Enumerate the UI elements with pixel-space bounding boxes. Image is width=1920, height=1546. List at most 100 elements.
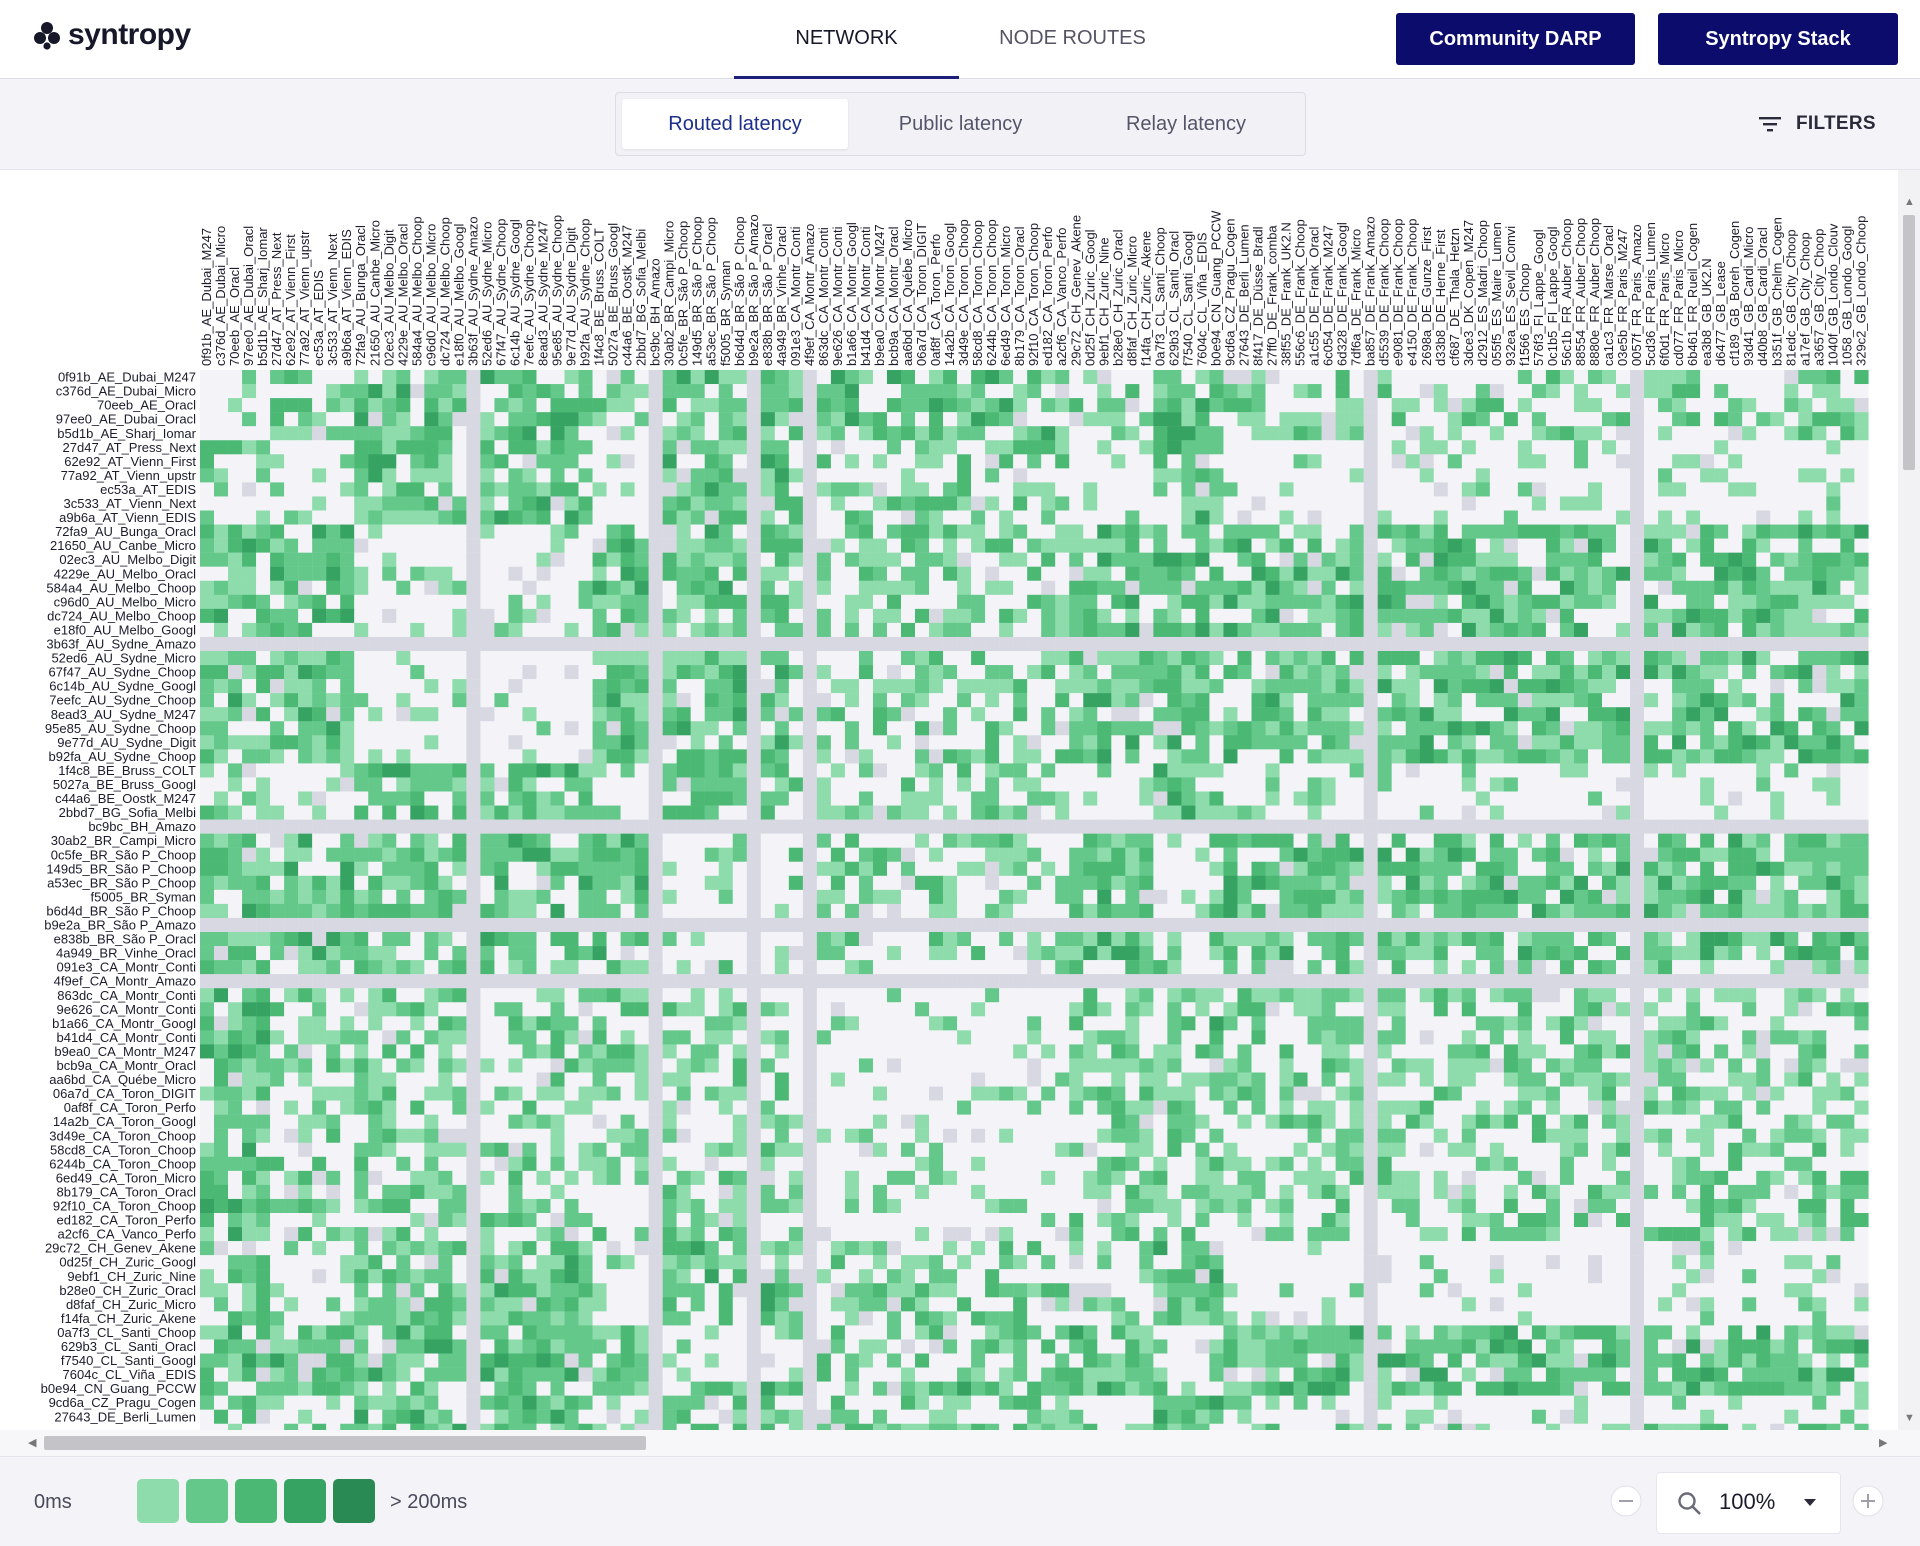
heatmap-cell[interactable] — [985, 917, 1000, 933]
heatmap-cell[interactable] — [1812, 552, 1827, 567]
heatmap-cell[interactable] — [1461, 932, 1477, 947]
heatmap-cell[interactable] — [1223, 833, 1238, 848]
heatmap-cell[interactable] — [1559, 777, 1575, 792]
heatmap-cell[interactable] — [1840, 749, 1855, 764]
heatmap-cell[interactable] — [340, 412, 355, 427]
heatmap-cell[interactable] — [298, 847, 313, 862]
heatmap-cell[interactable] — [844, 819, 860, 834]
heatmap-cell[interactable] — [760, 861, 776, 876]
heatmap-cell[interactable] — [592, 946, 607, 961]
heatmap-cell[interactable] — [1223, 805, 1238, 820]
heatmap-cell[interactable] — [1363, 763, 1378, 778]
heatmap-cell[interactable] — [816, 679, 832, 694]
heatmap-cell[interactable] — [438, 482, 453, 497]
heatmap-cell[interactable] — [1461, 749, 1477, 764]
heatmap-cell[interactable] — [1223, 636, 1238, 652]
heatmap-cell[interactable] — [915, 412, 930, 427]
heatmap-cell[interactable] — [1083, 889, 1098, 905]
heatmap-cell[interactable] — [564, 735, 579, 750]
heatmap-cell[interactable] — [1433, 946, 1448, 961]
heatmap-cell[interactable] — [1251, 580, 1266, 595]
heatmap-cell[interactable] — [270, 932, 285, 947]
heatmap-cell[interactable] — [1209, 932, 1224, 947]
heatmap-cell[interactable] — [634, 524, 649, 539]
heatmap-cell[interactable] — [1742, 426, 1757, 441]
heatmap-cell[interactable] — [1027, 932, 1042, 947]
heatmap-cell[interactable] — [774, 594, 790, 610]
heatmap-cell[interactable] — [1209, 679, 1224, 694]
heatmap-cell[interactable] — [494, 932, 509, 947]
heatmap-cell[interactable] — [1251, 932, 1266, 947]
heatmap-cell[interactable] — [858, 665, 874, 680]
heatmap-cell[interactable] — [410, 679, 425, 694]
heatmap-cell[interactable] — [1798, 903, 1813, 919]
heatmap-cell[interactable] — [971, 496, 986, 511]
heatmap-cell[interactable] — [284, 875, 299, 891]
heatmap-cell[interactable] — [550, 622, 565, 638]
heatmap-cell[interactable] — [1419, 524, 1434, 539]
heatmap-cell[interactable] — [858, 932, 874, 947]
heatmap-cell[interactable] — [536, 693, 551, 708]
heatmap-cell[interactable] — [1686, 917, 1701, 933]
heatmap-cell[interactable] — [943, 454, 958, 469]
heatmap-cell[interactable] — [1714, 749, 1729, 764]
heatmap-cell[interactable] — [1826, 566, 1841, 581]
heatmap-cell[interactable] — [1573, 946, 1589, 961]
heatmap-cell[interactable] — [802, 594, 818, 610]
heatmap-cell[interactable] — [1602, 861, 1617, 876]
heatmap-cell[interactable] — [1153, 917, 1168, 933]
heatmap-cell[interactable] — [1377, 496, 1392, 511]
heatmap-cell[interactable] — [466, 384, 481, 399]
heatmap-cell[interactable] — [1251, 482, 1266, 497]
heatmap-cell[interactable] — [1069, 791, 1084, 806]
heatmap-cell[interactable] — [788, 946, 804, 961]
heatmap-cell[interactable] — [1840, 693, 1855, 708]
heatmap-cell[interactable] — [536, 426, 551, 441]
heatmap-cell[interactable] — [480, 749, 495, 764]
heatmap-cell[interactable] — [256, 622, 271, 638]
heatmap-cell[interactable] — [1531, 735, 1547, 750]
heatmap-cell[interactable] — [1293, 636, 1308, 652]
heatmap-cell[interactable] — [368, 805, 383, 820]
heatmap-cell[interactable] — [1587, 510, 1603, 525]
heatmap-cell[interactable] — [1826, 538, 1841, 553]
heatmap-cell[interactable] — [957, 538, 972, 553]
heatmap-cell[interactable] — [676, 384, 691, 399]
heatmap-cell[interactable] — [1854, 763, 1869, 778]
heatmap-cell[interactable] — [943, 440, 958, 455]
heatmap-cell[interactable] — [1503, 622, 1519, 638]
heatmap-cell[interactable] — [676, 510, 691, 525]
heatmap-cell[interactable] — [1377, 735, 1392, 750]
heatmap-cell[interactable] — [256, 777, 271, 792]
heatmap-cell[interactable] — [1854, 622, 1869, 638]
heatmap-cell[interactable] — [1461, 524, 1477, 539]
heatmap-cell[interactable] — [312, 665, 327, 680]
heatmap-cell[interactable] — [270, 468, 285, 483]
heatmap-cell[interactable] — [872, 370, 888, 385]
heatmap-cell[interactable] — [1559, 566, 1575, 581]
heatmap-cell[interactable] — [368, 721, 383, 736]
heatmap-cell[interactable] — [522, 889, 537, 905]
heatmap-cell[interactable] — [536, 735, 551, 750]
heatmap-cell[interactable] — [340, 608, 355, 624]
heatmap-cell[interactable] — [270, 735, 285, 750]
heatmap-cell[interactable] — [1742, 763, 1757, 778]
heatmap-cell[interactable] — [1686, 763, 1701, 778]
heatmap-cell[interactable] — [1840, 580, 1855, 595]
heatmap-cell[interactable] — [1391, 889, 1406, 905]
heatmap-cell[interactable] — [718, 763, 733, 778]
heatmap-cell[interactable] — [536, 861, 551, 876]
heatmap-cell[interactable] — [1700, 889, 1715, 905]
heatmap-cell[interactable] — [1447, 805, 1462, 820]
heatmap-cell[interactable] — [971, 735, 986, 750]
heatmap-cell[interactable] — [1391, 412, 1406, 427]
heatmap-cell[interactable] — [1195, 833, 1210, 848]
heatmap-cell[interactable] — [298, 468, 313, 483]
heatmap-cell[interactable] — [1391, 875, 1406, 891]
heatmap-cell[interactable] — [844, 903, 860, 919]
heatmap-cell[interactable] — [704, 805, 719, 820]
heatmap-cell[interactable] — [1742, 482, 1757, 497]
heatmap-cell[interactable] — [1447, 903, 1462, 919]
heatmap-cell[interactable] — [1826, 370, 1841, 385]
heatmap-cell[interactable] — [1209, 510, 1224, 525]
